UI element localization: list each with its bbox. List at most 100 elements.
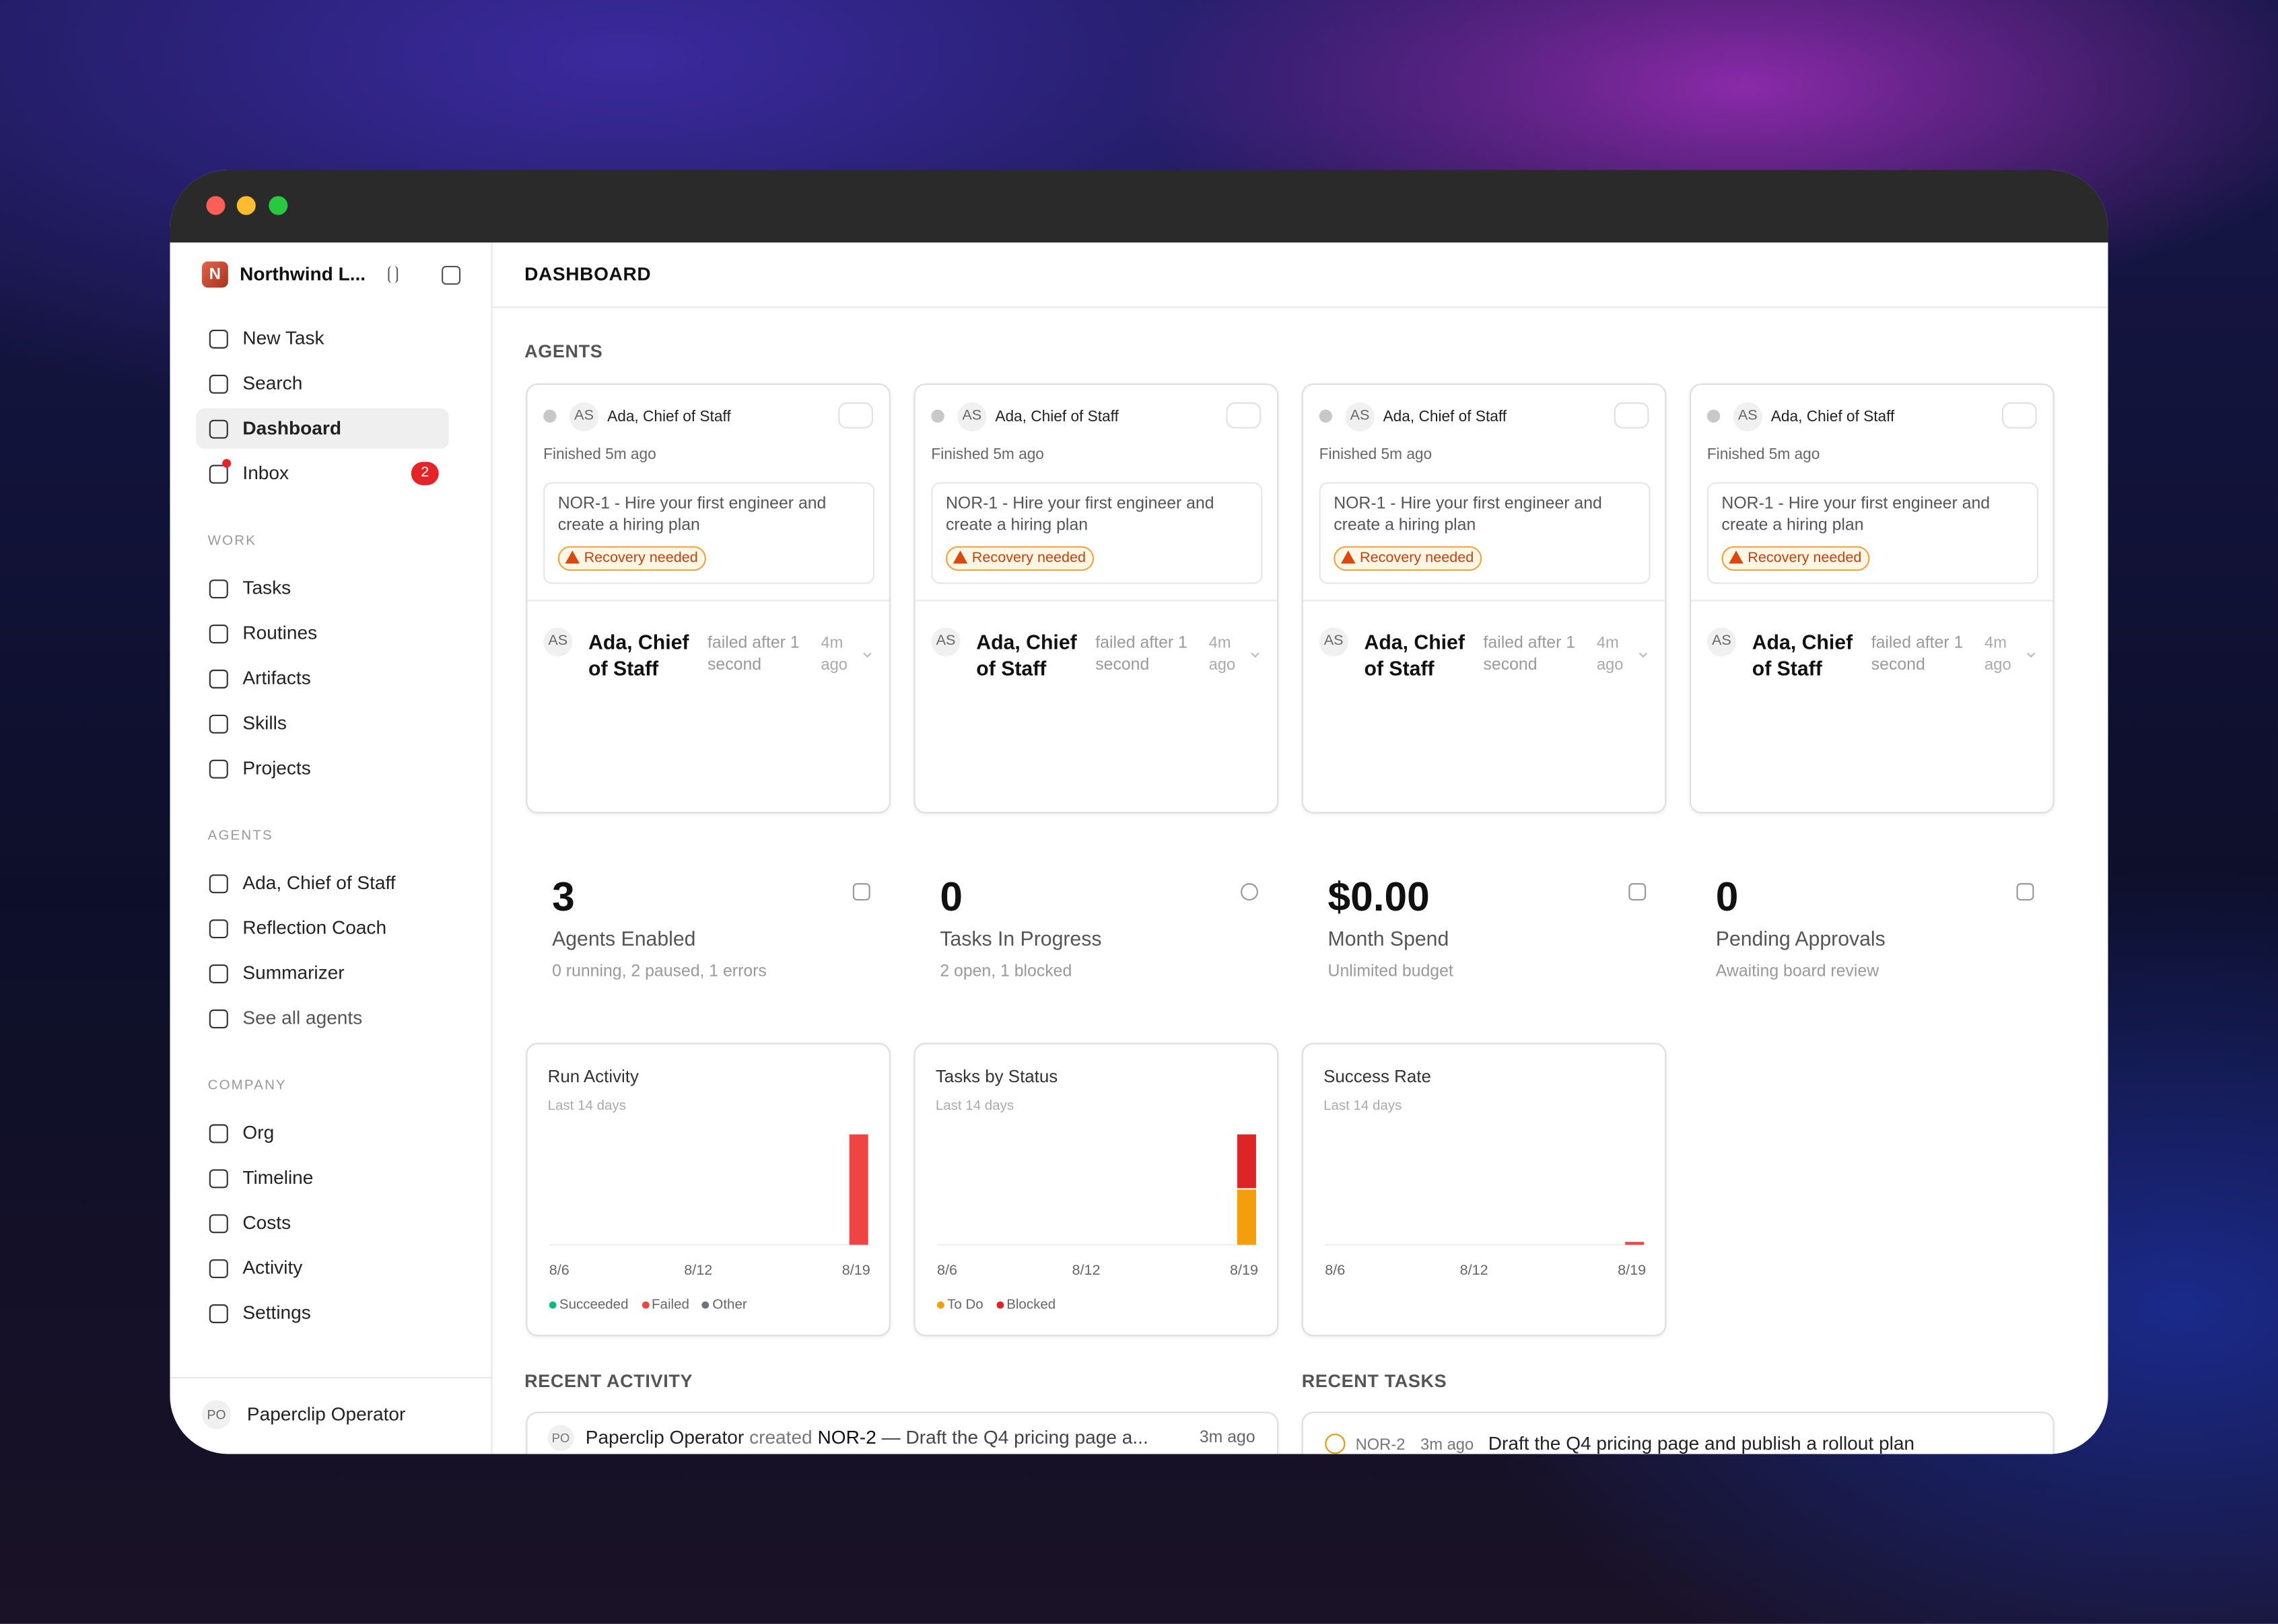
open-button[interactable] xyxy=(1226,402,1262,429)
x-tick-label: 8/12 xyxy=(1460,1261,1488,1278)
agent-card[interactable]: AS Ada, Chief of Staff Finished 5m ago NOR-… xyxy=(913,383,1279,814)
nav-label: Dashboard xyxy=(242,417,341,439)
section-label: AGENTS xyxy=(207,828,273,845)
expand-chevron[interactable] xyxy=(1251,649,1259,658)
user-name: Paperclip Operator xyxy=(246,1403,406,1425)
recovery-badge: Recovery needed xyxy=(1721,546,1871,571)
nav-label: See all agents xyxy=(242,1006,363,1028)
task-row[interactable]: NOR-2 3m ago Draft the Q4 pricing page an… xyxy=(1301,1411,2055,1454)
activity-row[interactable]: PO Paperclip Operator created NOR-2 — Dra… xyxy=(526,1411,1279,1454)
run-avatar: AS xyxy=(543,627,573,657)
icon xyxy=(209,1008,228,1028)
chart-plot: 8/6 8/12 8/19 xyxy=(937,1134,1258,1278)
run-time: 4m ago xyxy=(1208,635,1236,674)
task-box[interactable]: NOR-1 - Hire your first engineer and cre… xyxy=(543,482,875,584)
workspace-switcher[interactable] xyxy=(388,265,399,283)
x-tick-label: 8/6 xyxy=(549,1261,570,1278)
legend-swatch xyxy=(937,1301,944,1309)
task-title: NOR-1 - Hire your first engineer and cre… xyxy=(945,495,1214,535)
stat-sub: Awaiting board review xyxy=(1715,962,1879,981)
run-time: 4m ago xyxy=(821,635,848,674)
nav-item[interactable] xyxy=(196,748,449,788)
app-window: N Northwind L... New Task Search Dashboard In… xyxy=(170,170,2108,1454)
nav-item[interactable] xyxy=(196,1293,449,1333)
sidebar: N Northwind L... New Task Search Dashboard In… xyxy=(170,242,493,1454)
agent-card[interactable]: AS Ada, Chief of Staff Finished 5m ago NOR-… xyxy=(1301,383,1667,814)
nav-label: Artifacts xyxy=(242,666,311,689)
task-box[interactable]: NOR-1 - Hire your first engineer and cre… xyxy=(1319,482,1651,584)
main-content: DASHBOARD AGENTS AS Ada, Chief of Staff Fini… xyxy=(492,242,2108,1454)
status-dot xyxy=(931,409,944,423)
bar xyxy=(849,1134,868,1245)
agent-name: Ada, Chief of Staff xyxy=(607,407,731,425)
x-tick-label: 8/6 xyxy=(1325,1261,1345,1278)
expand-chevron[interactable] xyxy=(1638,649,1647,658)
x-tick-label: 8/12 xyxy=(684,1261,712,1278)
stat-value: 3 xyxy=(552,875,575,920)
agent-name: Ada, Chief of Staff xyxy=(1770,407,1895,425)
icon xyxy=(209,464,228,483)
nav-item[interactable] xyxy=(196,1113,449,1153)
chart-subtitle: Last 14 days xyxy=(547,1098,626,1115)
stat-label: Tasks In Progress xyxy=(940,927,1102,950)
divider xyxy=(527,600,889,602)
task-box[interactable]: NOR-1 - Hire your first engineer and cre… xyxy=(1706,482,2038,584)
open-button[interactable] xyxy=(838,402,874,429)
legend-label: To Do xyxy=(947,1297,983,1314)
icon xyxy=(209,579,228,598)
task-status-circle xyxy=(1325,1434,1346,1454)
stat-label: Agents Enabled xyxy=(552,927,696,950)
agent-card[interactable]: AS Ada, Chief of Staff Finished 5m ago NOR-… xyxy=(526,383,891,814)
legend-label: Blocked xyxy=(1006,1297,1056,1314)
section-title: AGENTS xyxy=(524,341,603,362)
task-id: NOR-2 xyxy=(1355,1436,1406,1454)
agent-avatar: AS xyxy=(569,402,599,431)
stat-value: $0.00 xyxy=(1327,875,1430,920)
legend-label: Failed xyxy=(652,1297,689,1314)
run-avatar: AS xyxy=(1319,627,1348,657)
icon xyxy=(209,1303,228,1323)
agent-avatar: AS xyxy=(1345,402,1375,431)
unread-dot xyxy=(222,458,232,468)
expand-chevron[interactable] xyxy=(2027,649,2036,658)
agent-avatar: AS xyxy=(1733,402,1762,431)
workspace-logo[interactable]: N xyxy=(201,261,228,288)
nav-label: Routines xyxy=(242,621,318,643)
run-avatar: AS xyxy=(1706,627,1737,657)
stat-sub: 0 running, 2 paused, 1 errors xyxy=(552,962,767,981)
nav-label: Org xyxy=(242,1121,275,1143)
agent-card[interactable]: AS Ada, Chief of Staff Finished 5m ago NOR-… xyxy=(1689,383,2055,814)
icon xyxy=(209,668,228,688)
run-agent-name: Ada, Chief of Staff xyxy=(588,630,689,680)
task-line: NOR-2 3m ago Draft the Q4 pricing page an… xyxy=(1356,1431,1914,1454)
nav-item[interactable] xyxy=(196,1158,449,1198)
collapse-sidebar[interactable] xyxy=(442,265,461,285)
bar xyxy=(1237,1134,1256,1189)
page-title: DASHBOARD xyxy=(524,262,652,285)
nav-label: Inbox xyxy=(242,462,289,484)
section-label: COMPANY xyxy=(207,1078,287,1094)
nav-item[interactable] xyxy=(196,613,449,654)
icon xyxy=(209,374,228,393)
nav-item[interactable] xyxy=(196,1248,449,1288)
nav-item[interactable] xyxy=(196,703,449,744)
task-title: NOR-1 - Hire your first engineer and cre… xyxy=(557,495,827,535)
close-button[interactable] xyxy=(206,196,226,215)
nav-item[interactable] xyxy=(196,1203,449,1243)
nav-item[interactable] xyxy=(196,568,449,608)
open-button[interactable] xyxy=(2001,402,2037,429)
divider xyxy=(492,306,2108,308)
open-button[interactable] xyxy=(1614,402,1649,429)
actor: Paperclip Operator xyxy=(585,1426,745,1448)
nav-item[interactable] xyxy=(196,363,449,404)
nav-item[interactable] xyxy=(196,658,449,699)
zoom-button[interactable] xyxy=(269,196,288,215)
minimize-button[interactable] xyxy=(236,196,256,215)
warning-icon xyxy=(953,550,968,564)
task-box[interactable]: NOR-1 - Hire your first engineer and cre… xyxy=(931,482,1263,584)
stat-sub: Unlimited budget xyxy=(1327,962,1453,981)
expand-chevron[interactable] xyxy=(863,649,872,658)
inbox-badge: 2 xyxy=(411,462,439,485)
nav-label: Search xyxy=(242,372,303,394)
chart-title: Success Rate xyxy=(1323,1065,1431,1086)
